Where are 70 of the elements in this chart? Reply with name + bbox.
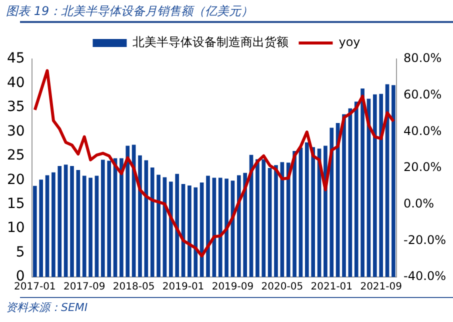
bar [262,159,266,277]
bar [138,155,142,277]
bar [224,178,228,277]
y-tick-label: 25 [6,148,25,164]
bar [150,168,154,277]
bar [76,170,80,277]
y-tick-label: 35 [6,99,25,116]
bar [243,172,248,277]
y-tick-label: 10 [6,220,25,236]
bar [304,142,309,277]
bar [354,102,358,277]
text: 资料来源：SEMI [5,300,89,316]
x-tick-label: 2017-09 [63,282,106,293]
bar [311,147,316,277]
y2-tick-label: 0.0% [404,196,434,210]
bar [360,88,364,277]
legend-label: yoy [338,35,360,50]
bar [236,175,241,277]
bar [342,114,346,277]
x-tick-label: 2018-05 [112,282,155,293]
bar [64,164,68,277]
bar [292,151,296,277]
bar [156,174,160,277]
bar [268,168,272,277]
bar [188,185,192,277]
bar [100,160,105,277]
y-tick-label: 5 [16,244,25,260]
bar [32,186,37,277]
bar [107,160,112,277]
bar [45,175,50,277]
bar [70,166,74,277]
y-tick-label: 30 [6,123,25,140]
bar [120,158,124,277]
y-tick-label: 40 [6,74,25,91]
y-tick-label: 20 [6,172,25,188]
bar [58,166,62,277]
bar [194,187,198,277]
x-tick-label: 2020-05 [261,282,304,293]
bar [206,176,210,277]
bar [392,85,396,277]
bar [274,165,278,277]
bar [126,146,130,277]
y2-tick-label: 40.0% [404,124,442,138]
y2-tick-label: 20.0% [404,160,442,174]
x-tick-label: 2021-01 [310,282,353,293]
bar [52,172,56,277]
bar [82,176,86,277]
y2-tick-label: 80.0% [404,51,442,66]
bar [286,162,290,277]
bar [218,178,222,277]
legend-label: 北美半导体设备制造商出货额 [132,35,289,50]
bar [298,148,303,277]
bar [168,182,173,277]
bar [39,180,44,277]
bar [256,159,260,277]
bar [372,94,377,277]
bar [330,128,334,277]
bar [175,174,180,277]
y-tick-label: 45 [6,50,25,67]
chart-title: 图表 19：北美半导体设备月销售额（亿美元） [5,3,254,20]
x-tick-label: 2021-09 [360,282,402,293]
y2-tick-label: 60.0% [404,87,442,102]
y2-tick-label: -40.0% [404,269,446,284]
bar [379,94,384,277]
y-tick-label: 15 [6,196,25,212]
bar [94,176,99,277]
y2-tick-label: -20.0% [404,232,446,247]
x-tick-label: 2019-09 [212,282,254,293]
x-tick-label: 2019-01 [162,282,204,293]
bar [88,178,92,277]
